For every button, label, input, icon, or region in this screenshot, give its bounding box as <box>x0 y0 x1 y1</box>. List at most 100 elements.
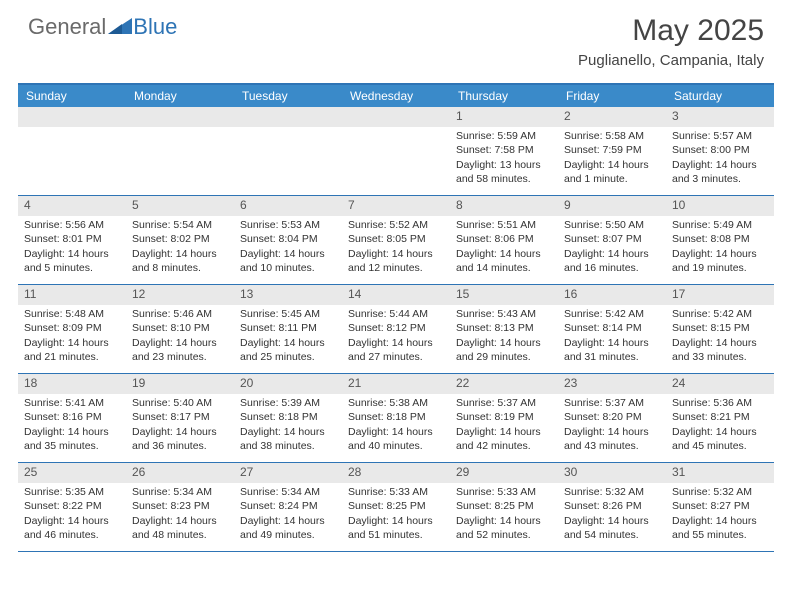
sunrise-text: Sunrise: 5:34 AM <box>132 486 228 500</box>
empty-day-header <box>126 107 234 127</box>
day-number: 27 <box>234 463 342 483</box>
daylight-text: Daylight: 14 hours and 35 minutes. <box>24 426 120 453</box>
daylight-text: Daylight: 14 hours and 46 minutes. <box>24 515 120 542</box>
sunset-text: Sunset: 8:16 PM <box>24 411 120 425</box>
sunrise-text: Sunrise: 5:39 AM <box>240 397 336 411</box>
day-cell: 25Sunrise: 5:35 AMSunset: 8:22 PMDayligh… <box>18 463 126 551</box>
day-number: 31 <box>666 463 774 483</box>
day-body: Sunrise: 5:56 AMSunset: 8:01 PMDaylight:… <box>18 216 126 282</box>
sunrise-text: Sunrise: 5:56 AM <box>24 219 120 233</box>
sunset-text: Sunset: 8:26 PM <box>564 500 660 514</box>
logo-text-blue: Blue <box>133 14 177 40</box>
day-cell <box>18 107 126 195</box>
sunrise-text: Sunrise: 5:49 AM <box>672 219 768 233</box>
day-body: Sunrise: 5:37 AMSunset: 8:19 PMDaylight:… <box>450 394 558 460</box>
location: Puglianello, Campania, Italy <box>578 52 764 69</box>
sunrise-text: Sunrise: 5:57 AM <box>672 130 768 144</box>
daylight-text: Daylight: 14 hours and 3 minutes. <box>672 159 768 186</box>
day-cell: 1Sunrise: 5:59 AMSunset: 7:58 PMDaylight… <box>450 107 558 195</box>
day-number: 2 <box>558 107 666 127</box>
sunset-text: Sunset: 8:13 PM <box>456 322 552 336</box>
sunrise-text: Sunrise: 5:53 AM <box>240 219 336 233</box>
sunset-text: Sunset: 8:27 PM <box>672 500 768 514</box>
day-number: 18 <box>18 374 126 394</box>
logo-triangle-icon <box>108 14 132 40</box>
sunset-text: Sunset: 8:22 PM <box>24 500 120 514</box>
daylight-text: Daylight: 14 hours and 27 minutes. <box>348 337 444 364</box>
sunrise-text: Sunrise: 5:32 AM <box>672 486 768 500</box>
sunrise-text: Sunrise: 5:50 AM <box>564 219 660 233</box>
day-cell: 15Sunrise: 5:43 AMSunset: 8:13 PMDayligh… <box>450 285 558 373</box>
day-cell: 13Sunrise: 5:45 AMSunset: 8:11 PMDayligh… <box>234 285 342 373</box>
sunset-text: Sunset: 8:10 PM <box>132 322 228 336</box>
sunrise-text: Sunrise: 5:34 AM <box>240 486 336 500</box>
daylight-text: Daylight: 14 hours and 29 minutes. <box>456 337 552 364</box>
day-body: Sunrise: 5:40 AMSunset: 8:17 PMDaylight:… <box>126 394 234 460</box>
day-cell: 28Sunrise: 5:33 AMSunset: 8:25 PMDayligh… <box>342 463 450 551</box>
daylight-text: Daylight: 14 hours and 51 minutes. <box>348 515 444 542</box>
day-cell: 10Sunrise: 5:49 AMSunset: 8:08 PMDayligh… <box>666 196 774 284</box>
day-body: Sunrise: 5:33 AMSunset: 8:25 PMDaylight:… <box>342 483 450 549</box>
day-body: Sunrise: 5:42 AMSunset: 8:15 PMDaylight:… <box>666 305 774 371</box>
daylight-text: Daylight: 14 hours and 14 minutes. <box>456 248 552 275</box>
sunrise-text: Sunrise: 5:46 AM <box>132 308 228 322</box>
day-body: Sunrise: 5:45 AMSunset: 8:11 PMDaylight:… <box>234 305 342 371</box>
daylight-text: Daylight: 14 hours and 25 minutes. <box>240 337 336 364</box>
empty-day-header <box>18 107 126 127</box>
sunset-text: Sunset: 8:01 PM <box>24 233 120 247</box>
daylight-text: Daylight: 14 hours and 23 minutes. <box>132 337 228 364</box>
sunset-text: Sunset: 8:14 PM <box>564 322 660 336</box>
day-cell: 12Sunrise: 5:46 AMSunset: 8:10 PMDayligh… <box>126 285 234 373</box>
day-body: Sunrise: 5:50 AMSunset: 8:07 PMDaylight:… <box>558 216 666 282</box>
daylight-text: Daylight: 14 hours and 54 minutes. <box>564 515 660 542</box>
sunrise-text: Sunrise: 5:37 AM <box>564 397 660 411</box>
sunrise-text: Sunrise: 5:52 AM <box>348 219 444 233</box>
day-body: Sunrise: 5:57 AMSunset: 8:00 PMDaylight:… <box>666 127 774 193</box>
sunset-text: Sunset: 8:25 PM <box>456 500 552 514</box>
daylight-text: Daylight: 14 hours and 36 minutes. <box>132 426 228 453</box>
day-body: Sunrise: 5:32 AMSunset: 8:26 PMDaylight:… <box>558 483 666 549</box>
calendar: SundayMondayTuesdayWednesdayThursdayFrid… <box>18 83 774 552</box>
day-body: Sunrise: 5:59 AMSunset: 7:58 PMDaylight:… <box>450 127 558 193</box>
weekday-header: Wednesday <box>342 85 450 107</box>
daylight-text: Daylight: 14 hours and 31 minutes. <box>564 337 660 364</box>
day-number: 14 <box>342 285 450 305</box>
day-number: 23 <box>558 374 666 394</box>
sunset-text: Sunset: 8:15 PM <box>672 322 768 336</box>
sunset-text: Sunset: 8:02 PM <box>132 233 228 247</box>
day-number: 26 <box>126 463 234 483</box>
daylight-text: Daylight: 14 hours and 16 minutes. <box>564 248 660 275</box>
day-cell: 26Sunrise: 5:34 AMSunset: 8:23 PMDayligh… <box>126 463 234 551</box>
weekday-header: Friday <box>558 85 666 107</box>
day-cell: 7Sunrise: 5:52 AMSunset: 8:05 PMDaylight… <box>342 196 450 284</box>
weekday-header: Thursday <box>450 85 558 107</box>
sunset-text: Sunset: 8:00 PM <box>672 144 768 158</box>
month-title: May 2025 <box>578 14 764 48</box>
sunrise-text: Sunrise: 5:58 AM <box>564 130 660 144</box>
day-body: Sunrise: 5:41 AMSunset: 8:16 PMDaylight:… <box>18 394 126 460</box>
day-cell: 9Sunrise: 5:50 AMSunset: 8:07 PMDaylight… <box>558 196 666 284</box>
day-number: 3 <box>666 107 774 127</box>
day-body: Sunrise: 5:32 AMSunset: 8:27 PMDaylight:… <box>666 483 774 549</box>
day-body: Sunrise: 5:48 AMSunset: 8:09 PMDaylight:… <box>18 305 126 371</box>
day-cell: 18Sunrise: 5:41 AMSunset: 8:16 PMDayligh… <box>18 374 126 462</box>
weekday-header: Saturday <box>666 85 774 107</box>
daylight-text: Daylight: 14 hours and 49 minutes. <box>240 515 336 542</box>
daylight-text: Daylight: 14 hours and 1 minute. <box>564 159 660 186</box>
sunset-text: Sunset: 8:06 PM <box>456 233 552 247</box>
day-cell: 5Sunrise: 5:54 AMSunset: 8:02 PMDaylight… <box>126 196 234 284</box>
sunset-text: Sunset: 8:12 PM <box>348 322 444 336</box>
day-body: Sunrise: 5:53 AMSunset: 8:04 PMDaylight:… <box>234 216 342 282</box>
calendar-body: 1Sunrise: 5:59 AMSunset: 7:58 PMDaylight… <box>18 107 774 552</box>
day-body: Sunrise: 5:52 AMSunset: 8:05 PMDaylight:… <box>342 216 450 282</box>
sunrise-text: Sunrise: 5:41 AM <box>24 397 120 411</box>
sunset-text: Sunset: 8:04 PM <box>240 233 336 247</box>
day-cell: 29Sunrise: 5:33 AMSunset: 8:25 PMDayligh… <box>450 463 558 551</box>
day-number: 8 <box>450 196 558 216</box>
sunset-text: Sunset: 8:19 PM <box>456 411 552 425</box>
sunrise-text: Sunrise: 5:33 AM <box>456 486 552 500</box>
sunrise-text: Sunrise: 5:32 AM <box>564 486 660 500</box>
day-number: 25 <box>18 463 126 483</box>
sunrise-text: Sunrise: 5:45 AM <box>240 308 336 322</box>
daylight-text: Daylight: 14 hours and 43 minutes. <box>564 426 660 453</box>
